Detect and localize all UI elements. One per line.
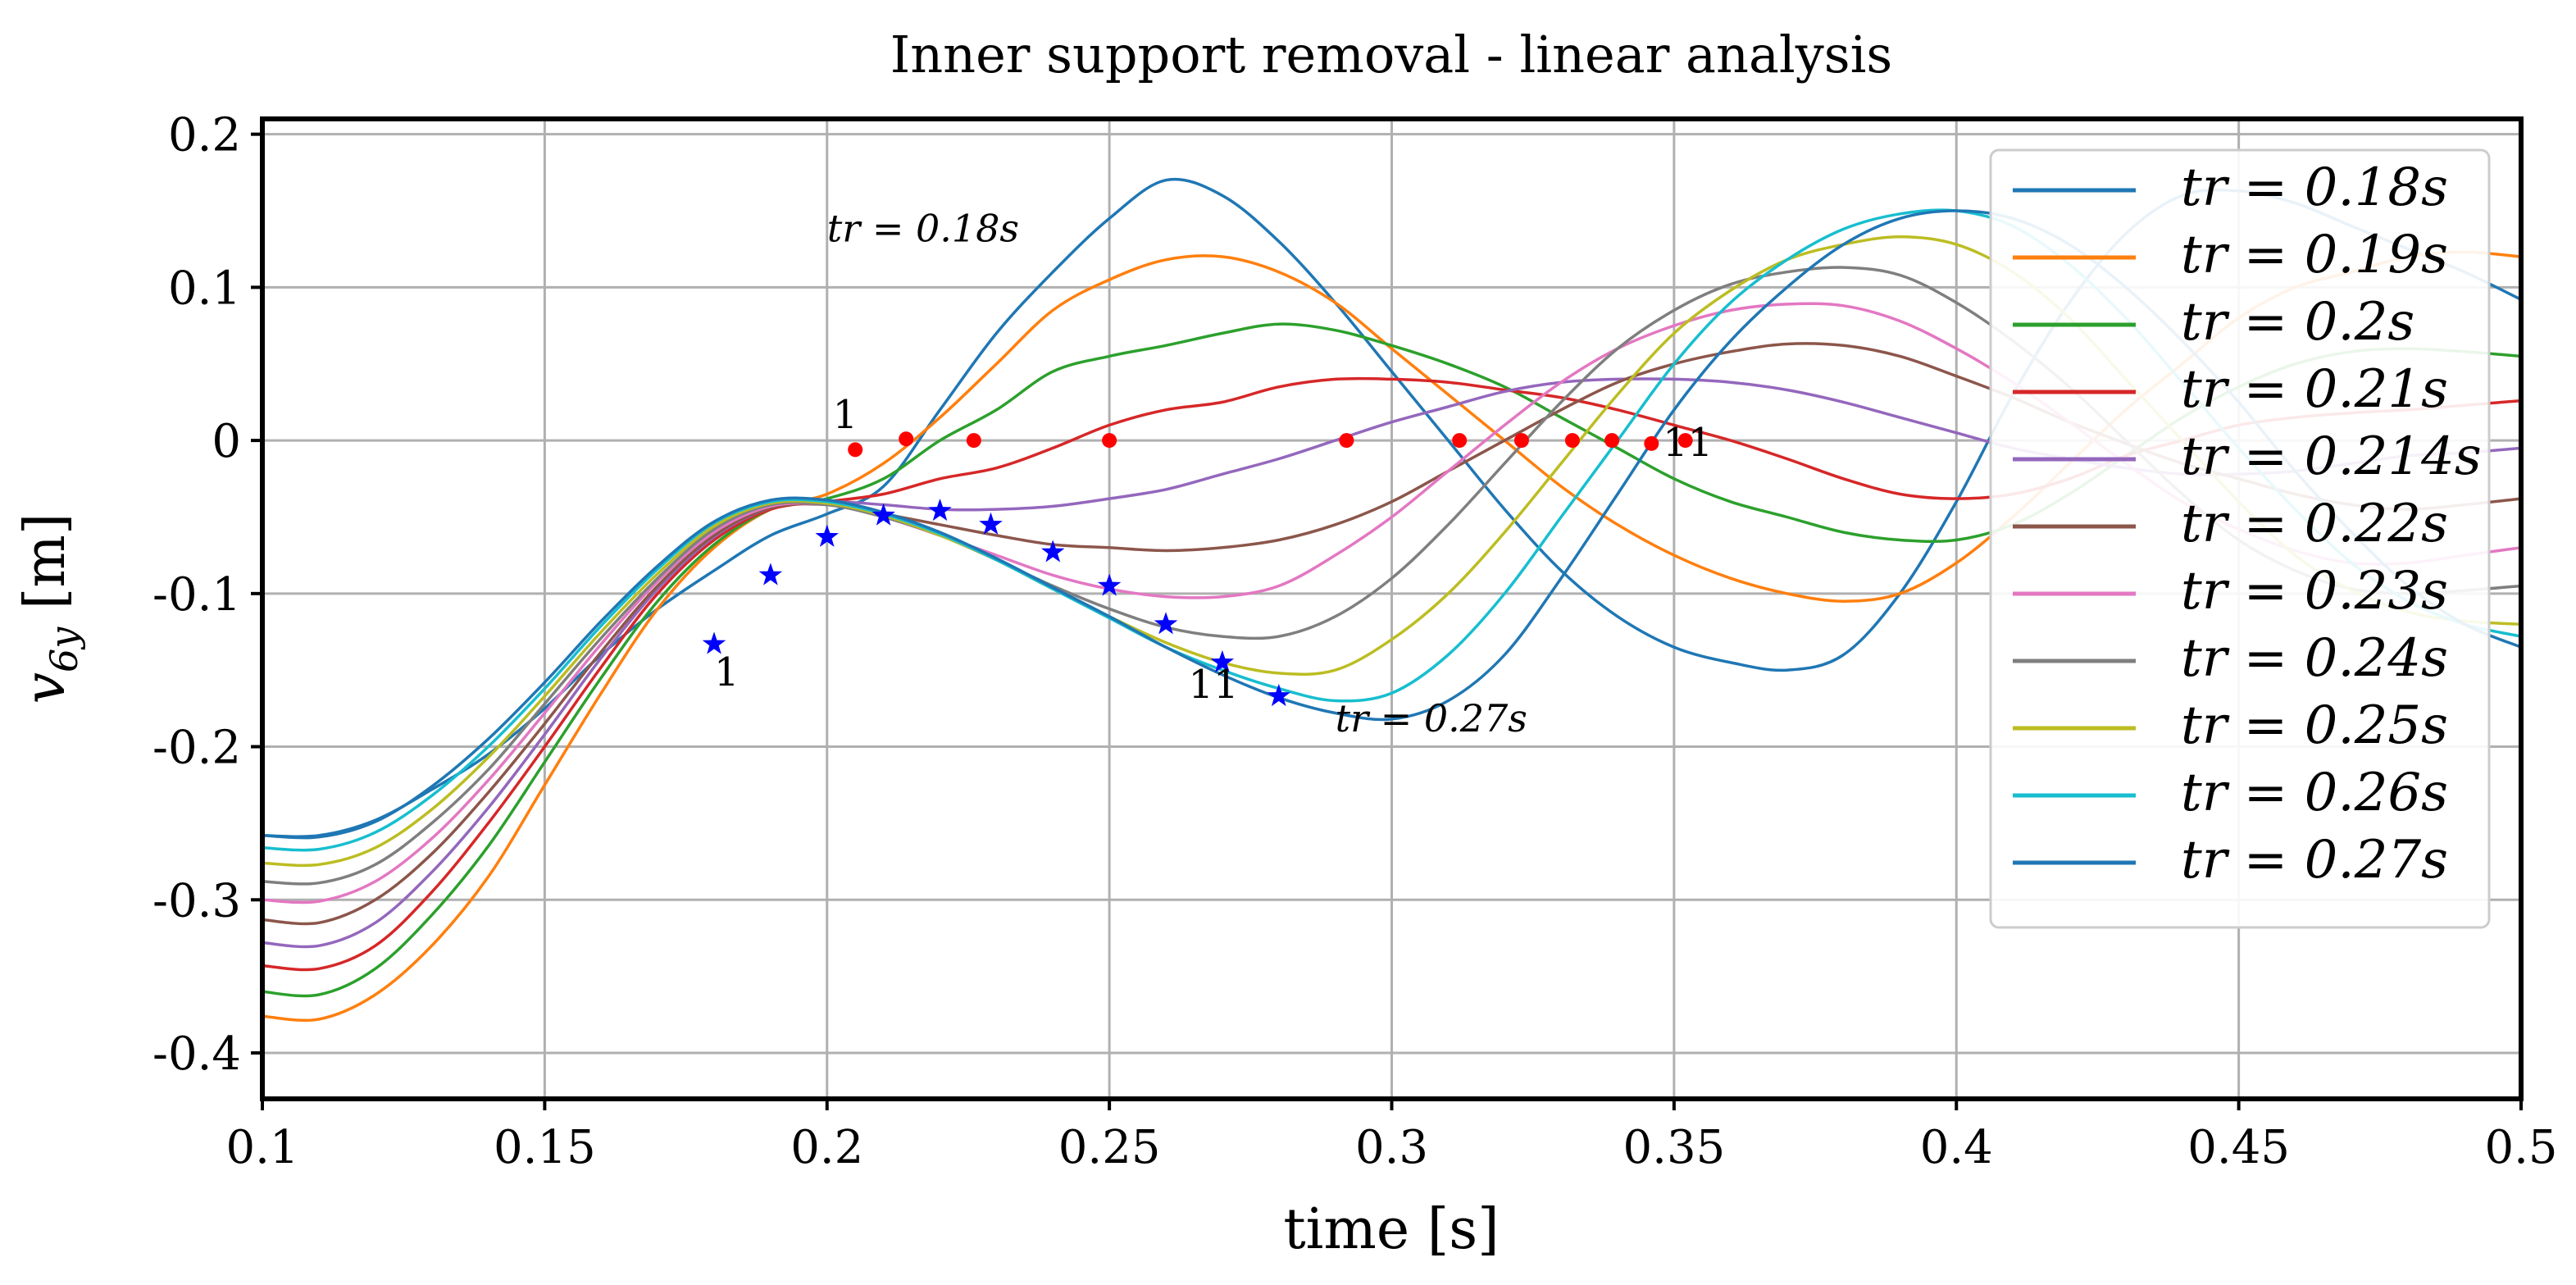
x-tick-label: 0.35 bbox=[1623, 1121, 1726, 1174]
blue-star-marker bbox=[872, 503, 895, 526]
blue-star-marker bbox=[815, 524, 839, 547]
blue-star-marker bbox=[758, 563, 783, 586]
y-axis-label: v6y [m] bbox=[13, 513, 86, 704]
blue-star-marker bbox=[1210, 649, 1235, 672]
x-tick-label: 0.45 bbox=[2187, 1121, 2290, 1174]
chart-title: Inner support removal - linear analysis bbox=[890, 25, 1893, 84]
legend-label: tr = 0.27s bbox=[2181, 830, 2448, 891]
annotation-label: 11 bbox=[1189, 662, 1239, 708]
legend-label: tr = 0.18s bbox=[2181, 157, 2448, 218]
blue-star-marker bbox=[928, 499, 952, 522]
x-axis-label: time [s] bbox=[1283, 1197, 1499, 1262]
blue-star-marker bbox=[1154, 612, 1178, 635]
annotation-label: tr = 0.27s bbox=[1336, 696, 1527, 740]
legend-label: tr = 0.23s bbox=[2181, 561, 2448, 622]
annotation-label: 1 bbox=[833, 392, 858, 438]
annotation-label: tr = 0.18s bbox=[827, 206, 1019, 250]
y-axis-label-main: v bbox=[13, 672, 78, 704]
red-marker bbox=[1677, 433, 1693, 449]
red-marker bbox=[1644, 435, 1659, 451]
x-tick-label: 0.4 bbox=[1920, 1121, 1993, 1174]
ticks-group: 0.1 0.15 0.2 0.25 0.3 0.35 0.4 0.45 0.5 0.2 0.1 0 -0… bbox=[152, 109, 2558, 1174]
blue-star-marker bbox=[979, 512, 1003, 535]
y-tick-label: 0 bbox=[212, 415, 241, 468]
red-marker bbox=[1102, 433, 1117, 449]
legend-label: tr = 0.22s bbox=[2181, 494, 2448, 554]
x-tick-label: 0.3 bbox=[1355, 1121, 1428, 1174]
x-tick-label: 0.5 bbox=[2484, 1121, 2557, 1174]
red-marker bbox=[1452, 433, 1468, 449]
red-marker bbox=[1604, 433, 1620, 449]
blue-star-marker bbox=[1041, 540, 1065, 563]
y-axis-label-sub: 6y bbox=[42, 627, 86, 672]
blue-star-marker bbox=[1097, 573, 1122, 596]
red-marker bbox=[1339, 433, 1354, 449]
marker-group bbox=[702, 431, 1693, 707]
y-tick-label: 0.1 bbox=[168, 262, 241, 315]
legend-label: tr = 0.26s bbox=[2181, 763, 2448, 823]
red-marker bbox=[966, 433, 981, 449]
legend-label: tr = 0.25s bbox=[2181, 695, 2448, 756]
legend-label: tr = 0.214s bbox=[2181, 426, 2482, 487]
red-marker bbox=[899, 431, 914, 447]
red-marker bbox=[1513, 433, 1529, 449]
y-axis-label-units: [m] bbox=[13, 513, 78, 627]
y-tick-label: -0.2 bbox=[152, 722, 241, 775]
blue-star-marker bbox=[1267, 683, 1290, 707]
legend-label: tr = 0.2s bbox=[2181, 292, 2414, 353]
y-tick-label: -0.4 bbox=[152, 1028, 241, 1081]
y-tick-label: 0.2 bbox=[168, 109, 241, 162]
blue-star-marker bbox=[702, 631, 726, 654]
red-marker bbox=[1564, 433, 1580, 449]
legend-box bbox=[1989, 148, 2491, 929]
y-tick-label: -0.3 bbox=[152, 874, 241, 927]
x-tick-label: 0.25 bbox=[1058, 1121, 1161, 1174]
x-tick-label: 0.1 bbox=[225, 1121, 298, 1174]
y-tick-label: -0.1 bbox=[152, 568, 241, 622]
annotation-label: 1 bbox=[714, 649, 740, 695]
x-tick-label: 0.15 bbox=[494, 1121, 596, 1174]
legend-label: tr = 0.19s bbox=[2181, 225, 2448, 285]
legend-label: tr = 0.21s bbox=[2181, 359, 2448, 420]
legend-label: tr = 0.24s bbox=[2181, 628, 2448, 689]
red-marker bbox=[848, 442, 863, 458]
annotation-label: 11 bbox=[1663, 420, 1713, 466]
x-tick-label: 0.2 bbox=[790, 1121, 863, 1174]
